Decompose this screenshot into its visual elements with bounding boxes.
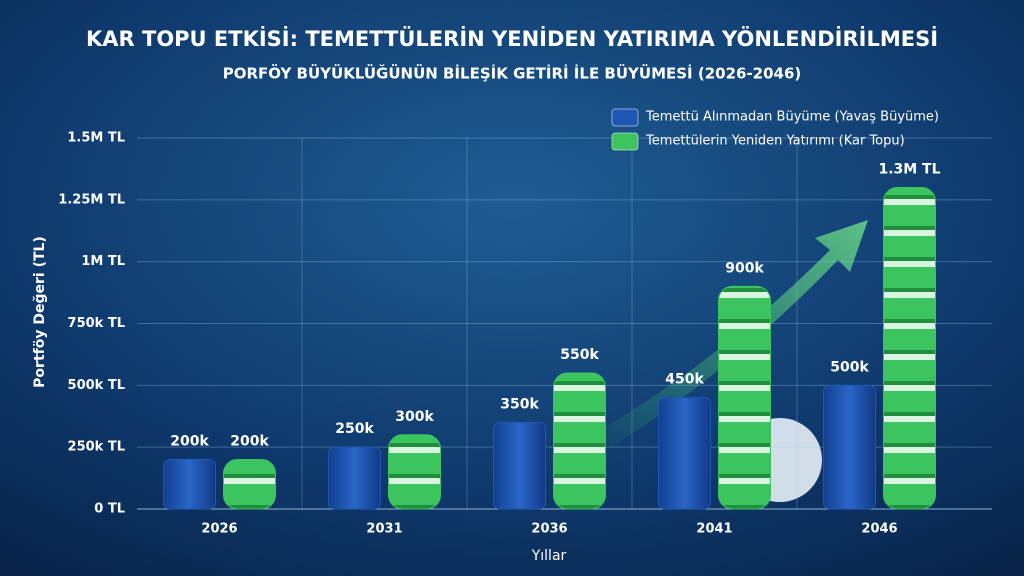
chart-subtitle: PORFÖY BÜYÜKLÜĞÜNÜN BİLEŞİK GETİRİ İLE B… [223, 64, 802, 83]
y-tick-label: 1.5M TL [67, 131, 125, 146]
value-label: 1.3M TL [878, 161, 940, 177]
x-tick-label: 2036 [531, 522, 567, 537]
bar [883, 186, 936, 510]
y-tick-label: 1.25M TL [58, 192, 125, 207]
bar [223, 459, 276, 510]
legend-swatch [611, 132, 639, 151]
value-label: 200k [230, 434, 269, 450]
value-label: 550k [560, 347, 599, 363]
x-tick-label: 2041 [696, 522, 732, 537]
bar [493, 421, 546, 510]
legend-label: Temettü Alınmadan Büyüme (Yavaş Büyüme) [645, 110, 939, 125]
y-axis-label: Portföy Değeri (TL) [32, 236, 48, 388]
x-tick-label: 2026 [201, 522, 237, 537]
y-tick-label: 250k TL [68, 440, 125, 455]
x-tick-label: 2046 [861, 522, 897, 537]
value-label: 900k [725, 260, 764, 276]
value-label: 350k [500, 396, 539, 412]
value-label: 250k [335, 421, 374, 437]
bar [328, 446, 381, 510]
bar [718, 285, 771, 510]
x-axis-label: Yıllar [531, 548, 567, 564]
y-tick-label: 500k TL [68, 378, 125, 393]
y-tick-label: 1M TL [81, 254, 125, 269]
bar [163, 459, 216, 510]
bar [658, 397, 711, 510]
bar [823, 384, 876, 510]
chart-title: KAR TOPU ETKİSİ: TEMETTÜLERİN YENİDEN YA… [86, 26, 938, 51]
bar [388, 434, 441, 510]
legend-label: Temettülerin Yeniden Yatırımı (Kar Topu) [645, 134, 905, 149]
bar [553, 372, 606, 510]
legend-swatch [611, 108, 639, 127]
y-tick-label: 750k TL [68, 316, 125, 331]
growth-arrow [600, 220, 868, 448]
value-label: 450k [665, 372, 704, 388]
value-label: 300k [395, 409, 434, 425]
x-tick-label: 2031 [366, 522, 402, 537]
value-label: 200k [170, 434, 209, 450]
value-label: 500k [830, 359, 869, 375]
y-tick-label: 0 TL [94, 502, 125, 517]
